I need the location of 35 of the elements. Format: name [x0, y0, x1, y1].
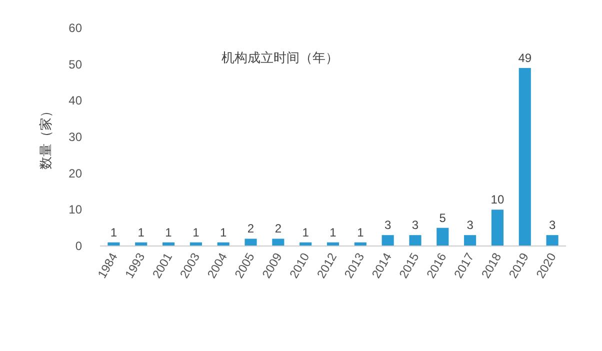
- data-label: 5: [439, 210, 446, 225]
- bar: [409, 235, 422, 246]
- bar: [244, 238, 257, 246]
- bar: [491, 210, 504, 246]
- y-tick-label: 60: [68, 21, 82, 35]
- y-tick-label: 40: [68, 94, 82, 108]
- data-label: 1: [330, 225, 337, 240]
- data-label: 1: [138, 225, 145, 240]
- data-label: 3: [412, 218, 419, 232]
- data-label: 1: [192, 225, 200, 240]
- data-label: 3: [466, 218, 474, 232]
- bar: [518, 68, 531, 246]
- bar: [546, 235, 558, 246]
- data-label: 3: [384, 218, 392, 232]
- data-label: 10: [490, 192, 504, 207]
- data-label: 1: [110, 225, 118, 240]
- data-label: 1: [302, 225, 310, 240]
- y-tick-label: 50: [68, 57, 82, 72]
- data-label: 3: [548, 218, 556, 232]
- bar: [464, 235, 476, 246]
- y-tick-label: 0: [75, 239, 82, 253]
- y-tick-label: 30: [68, 130, 82, 144]
- text: 机构成立时间（年）: [222, 50, 338, 65]
- data-label: 1: [220, 225, 228, 240]
- y-tick-label: 10: [68, 202, 82, 217]
- bar: [272, 238, 284, 246]
- data-label: 49: [518, 50, 532, 65]
- bar: [382, 235, 394, 246]
- data-label: 2: [274, 222, 282, 236]
- y-axis-title: 数量（家）: [38, 104, 53, 170]
- data-label: 1: [357, 225, 364, 240]
- data-label: 1: [165, 225, 172, 240]
- bar: [436, 228, 449, 246]
- data-label: 2: [247, 222, 254, 236]
- y-tick-label: 20: [68, 166, 82, 180]
